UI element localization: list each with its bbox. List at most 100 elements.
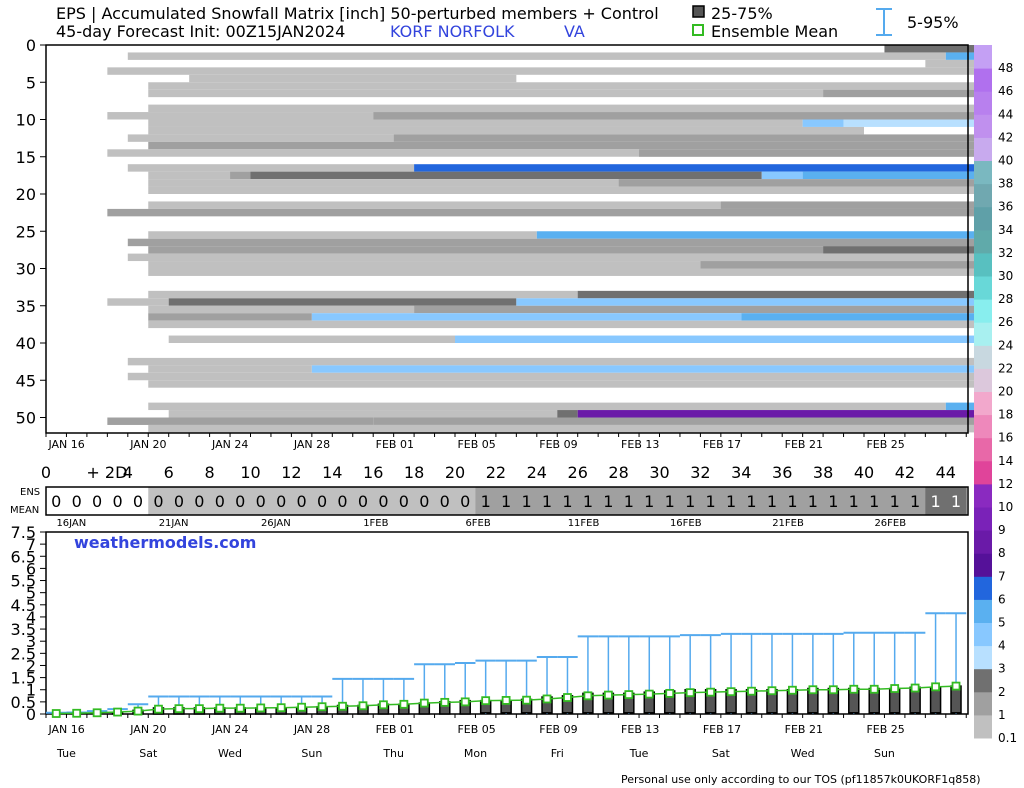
colorbar-label: 36 (998, 200, 1013, 214)
colorbar-label: 24 (998, 338, 1013, 352)
ens-mean-cell (557, 487, 579, 515)
date-tick-label: JAN 24 (211, 723, 248, 736)
ens-mean-value: 1 (644, 492, 654, 511)
colorbar-label: 1 (998, 708, 1006, 722)
ens-mean-cell (148, 487, 170, 515)
member-tick-label: 5 (26, 73, 36, 92)
ens-mean-cell (925, 487, 947, 515)
mean-marker (501, 696, 511, 705)
colorbar-swatch (974, 368, 992, 392)
weekday-tick-label: Mon (464, 747, 487, 760)
member-34-segment (107, 298, 169, 306)
weekday-tick-label: Tue (56, 747, 76, 760)
member-tick-label: 45 (16, 371, 36, 390)
matrix-x-axis: JAN 16 JAN 20 JAN 24 JAN 28 FEB 01 FEB 05 FEB … (45, 433, 967, 451)
boxplot-y-axis: 00.511.522.533.544.555.566.577.5 (11, 523, 46, 724)
colorbar-swatch (974, 391, 992, 416)
legend-range-label: 5-95% (907, 13, 959, 32)
member-50-segment (107, 417, 374, 425)
member-39-segment (168, 335, 455, 343)
member-39-segment (455, 335, 987, 343)
inch-tick-label: 2.5 (11, 644, 36, 663)
colorbar-swatch (974, 507, 992, 531)
ens-mean-cell (168, 487, 190, 515)
date-tick-label: FEB 09 (539, 438, 577, 451)
title-line2: 45-day Forecast Init: 00Z15JAN2024 (56, 22, 345, 41)
inch-tick-label: 6 (26, 559, 36, 578)
ens-mean-cell (414, 487, 436, 515)
weekday-tick-label: Wed (218, 747, 242, 760)
member-27-segment (148, 246, 824, 254)
ens-mean-value: 0 (440, 492, 450, 511)
member-tick-label: 20 (16, 185, 36, 204)
member-27-segment (823, 246, 987, 254)
member-33-segment (148, 290, 578, 299)
mean-marker (194, 704, 204, 714)
mean-marker (665, 688, 675, 698)
ens-mean-value: 1 (706, 492, 716, 511)
day-tick-label: 16 (363, 463, 383, 482)
weekday-tick-label: Thu (382, 747, 404, 760)
mean-marker (910, 683, 920, 693)
ens-mean-value: 1 (603, 492, 613, 511)
mean-marker (767, 686, 777, 696)
member-28-segment (127, 253, 987, 262)
ens-mean-cell (577, 487, 599, 515)
member-36-segment (148, 313, 312, 321)
colorbar-swatch (974, 645, 992, 670)
ens-mean-cell (127, 487, 149, 515)
member-26-segment (127, 238, 987, 247)
mean-marker (849, 684, 859, 694)
date-tick-label: FEB 17 (703, 438, 741, 451)
ens-mean-cell (230, 487, 251, 515)
colorbar-label: 22 (998, 361, 1013, 375)
ens-mean-cell (434, 487, 456, 515)
colorbar-label: 9 (998, 523, 1006, 537)
ens-mean-cell (66, 487, 88, 515)
colorbar-label: 32 (998, 246, 1013, 260)
member-21-segment (720, 201, 987, 209)
date-tick-label: FEB 05 (457, 438, 495, 451)
member-25-segment (148, 231, 537, 239)
ens-mean-value: 1 (808, 492, 818, 511)
mean-marker (297, 702, 307, 712)
member-18-segment (618, 179, 987, 187)
inch-tick-label: 7 (26, 535, 36, 554)
mean-marker (72, 708, 82, 718)
day-tick-label: 34 (731, 463, 751, 482)
colorbar-swatch (974, 483, 992, 508)
ens-date-label: 21FEB (772, 518, 804, 529)
mean-marker (788, 685, 797, 695)
ens-mean-cell (823, 487, 845, 515)
ens-mean-cell (659, 487, 681, 515)
ens-mean-cell (189, 487, 211, 515)
member-37-segment (148, 320, 987, 329)
day-tick-label: 26 (568, 463, 588, 482)
ens-mean-cell (270, 487, 292, 515)
member-14-segment (107, 149, 987, 157)
colorbar-label: 4 (998, 639, 1006, 653)
inch-tick-label: 4.5 (11, 596, 36, 615)
colorbar-label: 2 (998, 685, 1006, 699)
day-tick-label: 40 (854, 463, 874, 482)
member-11-segment (148, 126, 864, 135)
day-tick-label: 44 (936, 463, 956, 482)
inch-tick-label: 7.5 (11, 523, 36, 542)
member-51-segment (148, 424, 987, 433)
mean-marker (460, 697, 470, 707)
colorbar-label: 8 (998, 546, 1006, 560)
mean-marker (808, 685, 818, 695)
day-tick-label: 8 (205, 463, 215, 482)
member-48-segment (148, 402, 946, 411)
mean-marker (256, 703, 266, 713)
date-tick-label: FEB 05 (457, 723, 495, 736)
colorbar-label: 42 (998, 130, 1013, 144)
member-16-segment (414, 164, 987, 172)
legend-box-label: 25-75% (711, 4, 773, 23)
mean-marker (522, 695, 531, 705)
member-18-segment (148, 179, 619, 187)
colorbar-label: 30 (998, 269, 1013, 283)
member-tick-label: 35 (16, 297, 36, 316)
date-tick-label: JAN 20 (129, 723, 166, 736)
